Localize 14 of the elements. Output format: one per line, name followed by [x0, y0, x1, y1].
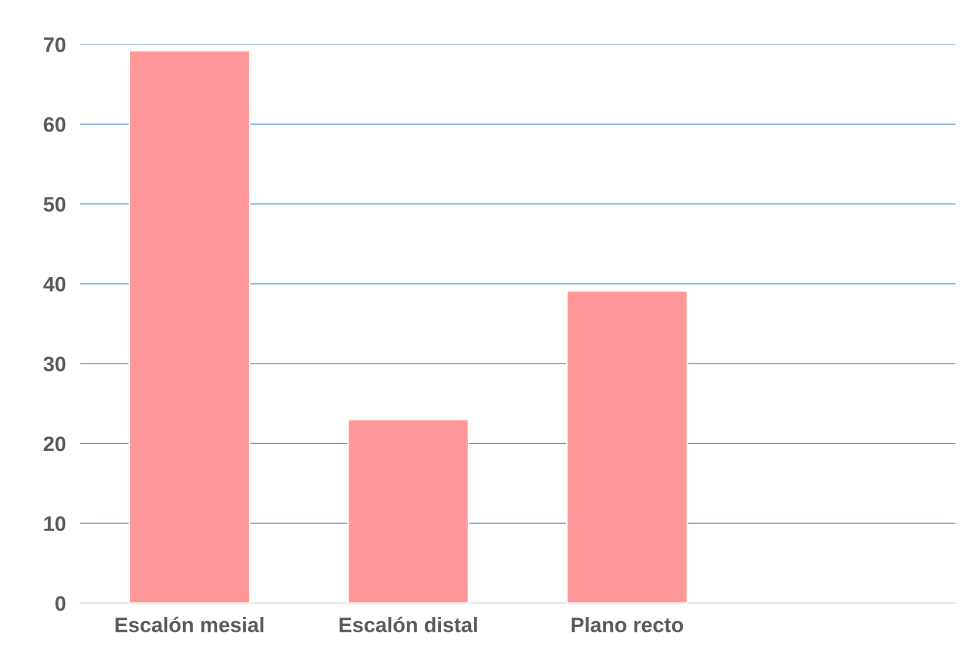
y-tick-label: 10 [44, 516, 66, 532]
x-tick-label: Escalón distal [340, 616, 477, 632]
y-tick-label: 70 [44, 37, 66, 52]
y-tick-label: 60 [44, 117, 66, 132]
x-tick-label: Escalón mesial [116, 616, 264, 632]
bar [128, 50, 250, 604]
y-tick-label: 40 [43, 276, 66, 292]
y-tick-label: 30 [44, 356, 66, 372]
bar [566, 290, 688, 604]
y-tick-label: 20 [44, 436, 66, 452]
y-tick-label: 50 [44, 196, 66, 212]
bar [347, 418, 470, 604]
y-tick-label: 0 [55, 596, 66, 611]
x-tick-label: Plano recto [572, 616, 684, 632]
